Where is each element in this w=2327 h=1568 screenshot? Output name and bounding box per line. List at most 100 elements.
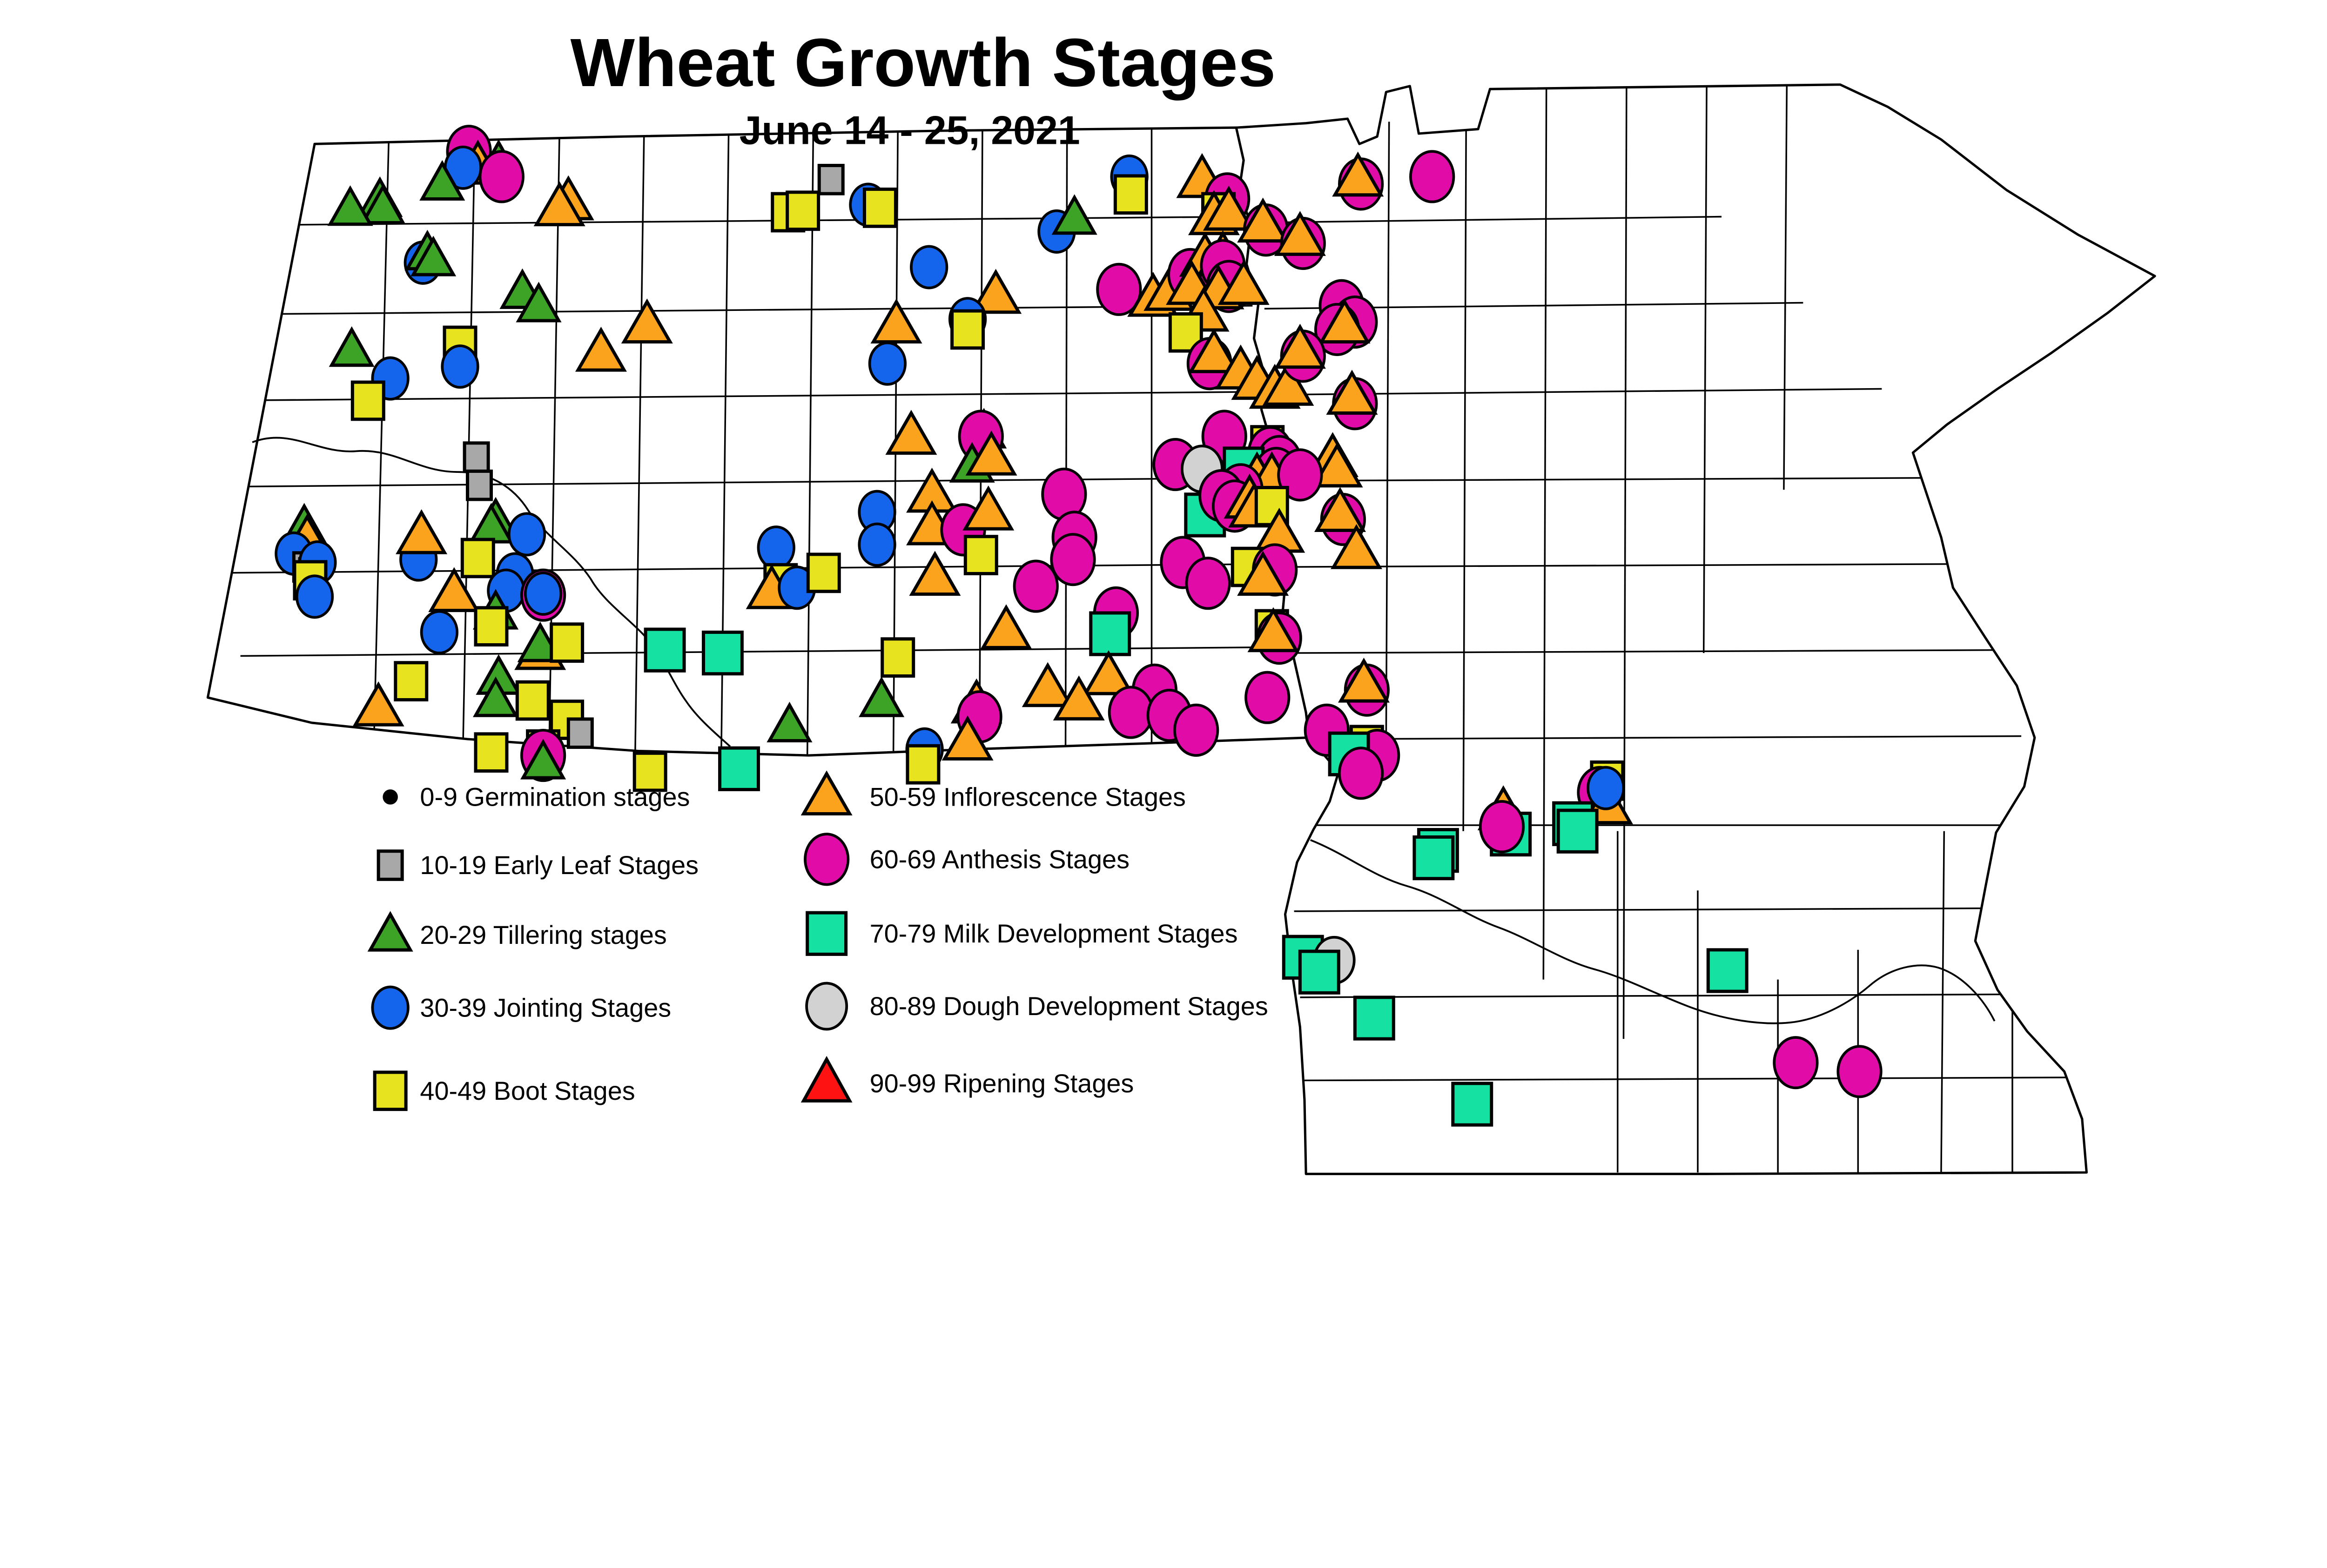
- marker-bo-icon: [862, 188, 897, 228]
- marker-mi-icon: [701, 630, 744, 676]
- marker-an-icon: [1013, 559, 1059, 613]
- marker-ti-icon: [520, 739, 566, 780]
- marker-bo-icon: [550, 622, 585, 663]
- marker-bo-icon: [515, 680, 550, 721]
- river-line: [1310, 839, 1996, 1024]
- marker-mi-icon: [1353, 996, 1395, 1041]
- marker-in-icon: [1318, 298, 1371, 344]
- marker-bo-icon: [963, 535, 998, 575]
- county-line: [215, 477, 1268, 488]
- marker-el-icon: [566, 717, 594, 749]
- marker-in-icon: [1274, 211, 1326, 256]
- marker-an-icon: [1096, 262, 1142, 316]
- marker-an-icon: [1050, 533, 1096, 586]
- marker-mi-icon: [1298, 949, 1340, 995]
- marker-bo-icon: [373, 1070, 408, 1111]
- marker-ti-icon: [859, 676, 905, 717]
- marker-an-icon: [1836, 1045, 1883, 1098]
- marker-an-icon: [1479, 800, 1525, 854]
- marker-ti-icon: [327, 185, 373, 226]
- county-line: [373, 136, 390, 740]
- marker-in-icon: [1022, 662, 1074, 707]
- marker-jo-icon: [1587, 766, 1625, 810]
- marker-in-icon: [352, 681, 404, 727]
- marker-ri-icon: [800, 1056, 853, 1103]
- county-line: [208, 305, 1253, 316]
- marker-an-icon: [1244, 671, 1291, 724]
- marker-ti-icon: [367, 911, 413, 952]
- county-lines-mn: [1258, 84, 2066, 1173]
- marker-el-icon: [465, 469, 493, 501]
- marker-in-icon: [962, 485, 1015, 531]
- county-line: [1332, 735, 2022, 740]
- marker-bo-icon: [881, 637, 915, 678]
- county-line: [462, 133, 476, 745]
- county-line: [634, 130, 645, 754]
- county-line: [1300, 993, 2004, 998]
- marker-in-icon: [1237, 197, 1289, 243]
- marker-an-icon: [1185, 557, 1231, 610]
- county-line: [1297, 649, 1996, 654]
- wheat-growth-map: Wheat Growth Stages June 14 - 25, 2021 0…: [206, 24, 2156, 1175]
- marker-mi-icon: [1706, 948, 1749, 993]
- marker-bo-icon: [474, 606, 509, 647]
- marker-ti-icon: [767, 701, 813, 742]
- legend-label-tillering: 20-29 Tillering stages: [420, 920, 666, 949]
- marker-an-icon: [1277, 448, 1323, 502]
- legend-label-early-leaf: 10-19 Early Leaf Stages: [420, 850, 699, 880]
- marker-mi-icon: [1089, 611, 1131, 656]
- marker-jo-icon: [507, 512, 546, 557]
- marker-in-icon: [1203, 186, 1255, 231]
- marker-in-icon: [885, 410, 937, 455]
- marker-jo-icon: [295, 574, 334, 619]
- marker-an-icon: [804, 833, 850, 886]
- marker-el-icon: [463, 441, 490, 473]
- marker-bo-icon: [950, 309, 985, 350]
- marker-el-icon: [817, 164, 845, 195]
- marker-ti-icon: [1051, 194, 1097, 235]
- marker-an-icon: [1108, 686, 1154, 739]
- marker-in-icon: [1083, 650, 1135, 695]
- page-subtitle: June 14 - 25, 2021: [740, 108, 1080, 153]
- county-line: [1385, 121, 1390, 742]
- county-line: [1783, 86, 1788, 490]
- marker-an-icon: [1338, 747, 1384, 800]
- county-line: [1940, 831, 1945, 1173]
- marker-in-icon: [1217, 260, 1270, 305]
- county-line: [1702, 86, 1708, 653]
- marker-ti-icon: [516, 282, 562, 323]
- marker-ti-icon: [410, 236, 457, 276]
- marker-bo-icon: [906, 744, 941, 785]
- marker-bo-icon: [350, 380, 385, 421]
- marker-layer: [275, 125, 1883, 1127]
- legend-label-inflorescence: 50-59 Inflorescence Stages: [870, 782, 1186, 811]
- marker-bo-icon: [1113, 174, 1148, 215]
- marker-in-icon: [396, 509, 448, 554]
- page-title: Wheat Growth Stages: [571, 25, 1276, 101]
- marker-jo-icon: [910, 245, 948, 289]
- marker-bo-icon: [786, 190, 821, 231]
- marker-in-icon: [1314, 487, 1366, 532]
- marker-an-icon: [1173, 703, 1219, 757]
- county-line: [1542, 86, 1547, 980]
- marker-bo-icon: [632, 751, 667, 792]
- marker-in-icon: [909, 551, 961, 596]
- legend: 0-9 Germination stages 10-19 Early Leaf …: [367, 770, 1268, 1111]
- marker-bo-icon: [460, 538, 495, 579]
- marker-jo-icon: [868, 341, 907, 386]
- county-line: [1279, 477, 1930, 482]
- marker-in-icon: [621, 298, 673, 344]
- marker-mi-icon: [1412, 835, 1455, 881]
- marker-in-icon: [970, 269, 1022, 314]
- marker-in-icon: [1332, 151, 1384, 197]
- marker-jo-icon: [524, 571, 563, 616]
- marker-in-icon: [575, 326, 627, 372]
- marker-in-icon: [1188, 328, 1240, 373]
- marker-in-icon: [870, 298, 922, 344]
- marker-in-icon: [1237, 551, 1289, 596]
- legend-label-jointing: 30-39 Jointing Stages: [420, 993, 671, 1022]
- marker-in-icon: [533, 181, 585, 227]
- county-line: [1288, 563, 1962, 568]
- marker-in-icon: [1311, 442, 1363, 488]
- legend-symbols: [367, 770, 853, 1111]
